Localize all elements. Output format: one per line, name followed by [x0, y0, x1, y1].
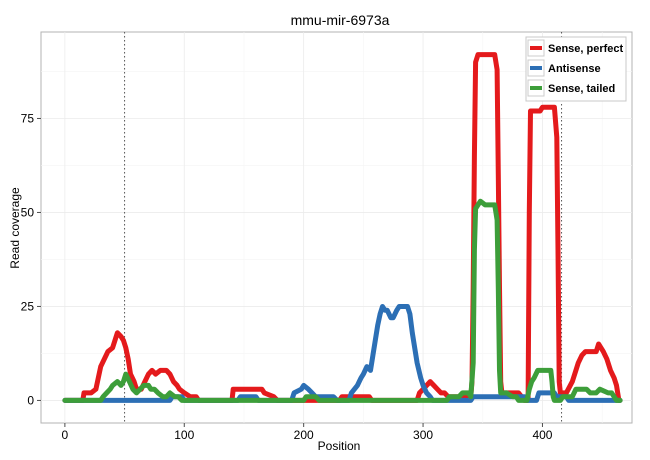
x-tick-label: 100: [174, 428, 194, 442]
y-tick-label: 25: [21, 299, 35, 313]
axis-ticks: 0 100 200 300 400 0 25 50 75: [21, 111, 553, 442]
x-tick-label: 400: [532, 428, 552, 442]
legend-label: Sense, perfect: [548, 43, 624, 55]
legend: Sense, perfect Antisense Sense, tailed: [525, 36, 627, 102]
series-lines: [62, 52, 623, 403]
y-tick-label: 0: [27, 393, 34, 407]
x-axis-title: Position: [318, 439, 361, 453]
series-line: [62, 198, 623, 403]
legend-label: Antisense: [548, 63, 601, 75]
y-tick-label: 75: [21, 111, 35, 125]
x-tick-label: 300: [413, 428, 433, 442]
series-line: [62, 52, 623, 403]
y-axis-title: Read coverage: [8, 187, 22, 269]
y-tick-label: 50: [21, 205, 35, 219]
x-tick-label: 0: [62, 428, 69, 442]
legend-label: Sense, tailed: [548, 83, 615, 95]
chart-title: mmu-mir-6973a: [291, 12, 390, 28]
x-tick-label: 200: [294, 428, 314, 442]
